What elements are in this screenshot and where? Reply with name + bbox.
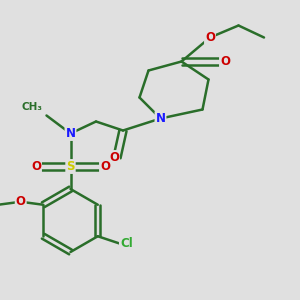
Text: S: S bbox=[66, 160, 75, 173]
Text: N: N bbox=[65, 127, 76, 140]
Text: N: N bbox=[155, 112, 166, 125]
Text: CH₃: CH₃ bbox=[21, 103, 42, 112]
Text: O: O bbox=[16, 195, 26, 208]
Text: O: O bbox=[205, 31, 215, 44]
Text: O: O bbox=[100, 160, 110, 173]
Text: O: O bbox=[109, 151, 119, 164]
Text: Cl: Cl bbox=[120, 237, 133, 250]
Text: O: O bbox=[220, 55, 230, 68]
Text: O: O bbox=[31, 160, 41, 173]
